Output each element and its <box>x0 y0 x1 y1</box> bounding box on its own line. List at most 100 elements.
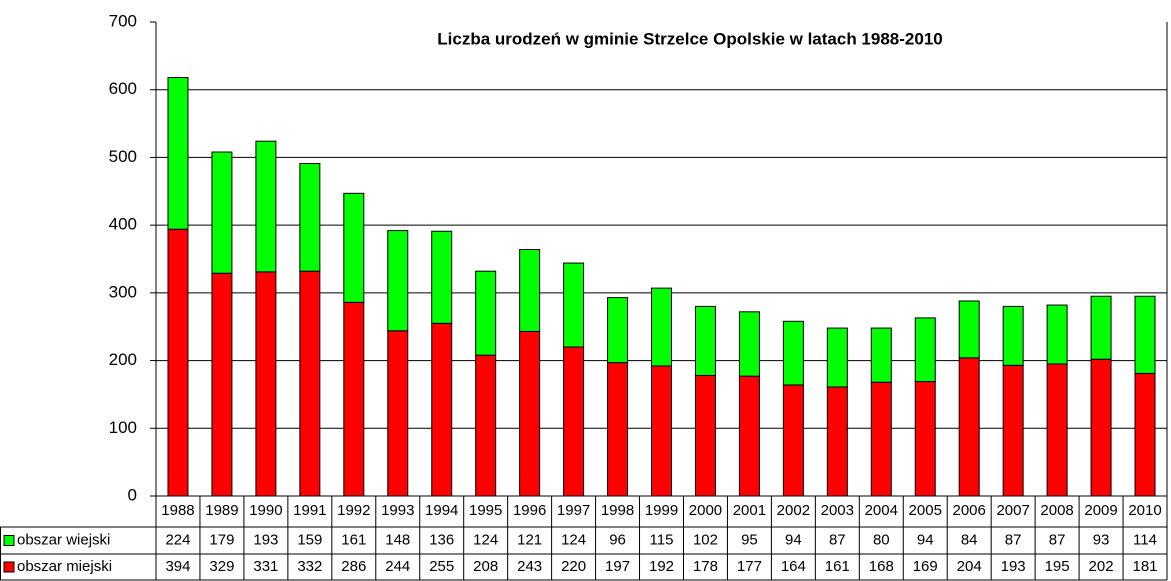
data-label: 161 <box>341 531 366 548</box>
data-label: 114 <box>1133 531 1157 548</box>
data-label: 286 <box>341 558 366 575</box>
data-label: 181 <box>1133 558 1158 575</box>
x-tick-label: 2003 <box>821 502 854 519</box>
data-label: 204 <box>957 558 982 575</box>
bar <box>1134 372 1156 497</box>
data-label: 168 <box>869 558 894 575</box>
bar <box>563 346 585 497</box>
bar <box>299 163 321 272</box>
y-tick-label: 700 <box>109 11 137 30</box>
data-label: 124 <box>473 531 498 548</box>
data-label: 179 <box>209 531 234 548</box>
data-label: 332 <box>297 558 322 575</box>
data-label: 195 <box>1045 558 1070 575</box>
y-tick-label: 200 <box>109 350 137 369</box>
data-label: 87 <box>1005 531 1022 548</box>
data-label: 208 <box>473 558 498 575</box>
data-label: 193 <box>253 531 278 548</box>
data-label: 178 <box>693 558 718 575</box>
x-tick-label: 1999 <box>645 502 678 519</box>
bar <box>519 249 541 332</box>
legend-swatch <box>3 561 15 573</box>
x-tick-label: 2007 <box>996 502 1029 519</box>
bar <box>870 381 892 497</box>
x-tick-label: 1995 <box>469 502 502 519</box>
x-tick-label: 2006 <box>953 502 986 519</box>
data-label: 159 <box>297 531 322 548</box>
bar <box>607 297 629 364</box>
data-label: 102 <box>693 531 718 548</box>
bar <box>431 322 453 497</box>
data-label: 136 <box>429 531 454 548</box>
bar <box>211 272 233 497</box>
bar <box>782 384 804 497</box>
bar <box>387 230 409 332</box>
data-label: 177 <box>737 558 762 575</box>
data-label: 115 <box>650 531 674 548</box>
bar <box>167 228 189 497</box>
bar <box>387 330 409 497</box>
data-label: 224 <box>165 531 190 548</box>
bar <box>914 381 936 497</box>
bar <box>1002 364 1024 497</box>
x-tick-label: 2009 <box>1084 502 1117 519</box>
data-label: 202 <box>1089 558 1114 575</box>
x-tick-label: 2001 <box>733 502 766 519</box>
x-tick-label: 1996 <box>513 502 546 519</box>
bar <box>1134 295 1156 374</box>
data-label: 148 <box>385 531 410 548</box>
bar <box>519 330 541 497</box>
bar <box>651 365 672 497</box>
data-label: 192 <box>649 558 674 575</box>
x-tick-label: 1991 <box>293 502 326 519</box>
bar <box>914 317 936 383</box>
x-tick-label: 1992 <box>337 502 370 519</box>
bar <box>1090 358 1112 497</box>
bar <box>1002 305 1024 366</box>
x-tick-label: 2005 <box>909 502 942 519</box>
x-tick-label: 2010 <box>1128 502 1161 519</box>
x-tick-label: 2004 <box>865 502 898 519</box>
bar <box>694 305 716 376</box>
data-label: 193 <box>1001 558 1026 575</box>
data-label: 329 <box>209 558 234 575</box>
legend-swatch <box>3 535 15 546</box>
x-tick-label: 2008 <box>1040 502 1073 519</box>
x-tick-label: 2000 <box>689 502 722 519</box>
data-label: 96 <box>609 531 626 548</box>
data-label: 87 <box>829 531 846 548</box>
y-tick-label: 600 <box>109 79 137 98</box>
bar <box>1046 363 1068 497</box>
bar <box>651 287 672 367</box>
bar <box>475 354 497 497</box>
bar <box>738 375 760 497</box>
data-label: 164 <box>781 558 806 575</box>
data-label: 95 <box>741 531 758 548</box>
y-tick-label: 400 <box>109 215 137 234</box>
data-label: 244 <box>385 558 410 575</box>
bar <box>563 262 585 348</box>
x-tick-label: 1997 <box>557 502 590 519</box>
data-label: 124 <box>561 531 586 548</box>
data-label: 220 <box>561 558 586 575</box>
chart-title: Liczba urodzeń w gminie Strzelce Opolski… <box>437 29 942 48</box>
bar <box>826 327 848 388</box>
data-label: 84 <box>961 531 978 548</box>
data-label: 121 <box>517 531 542 548</box>
bar <box>343 192 365 303</box>
data-label: 331 <box>253 558 278 575</box>
bar <box>211 151 233 274</box>
data-label: 94 <box>785 531 802 548</box>
bar <box>694 374 716 497</box>
data-label: 87 <box>1049 531 1066 548</box>
data-label: 161 <box>825 558 850 575</box>
bar <box>343 301 365 497</box>
bar <box>738 311 760 377</box>
y-tick-label: 300 <box>109 282 137 301</box>
data-label: 243 <box>517 558 542 575</box>
x-tick-label: 1993 <box>381 502 414 519</box>
data-label: 80 <box>873 531 890 548</box>
data-label: 394 <box>165 558 190 575</box>
bar <box>431 230 453 324</box>
